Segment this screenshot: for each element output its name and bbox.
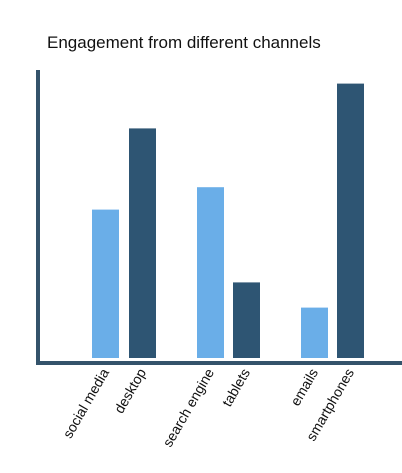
- axes-group: [36, 70, 402, 365]
- x-tick-label: emails: [287, 366, 321, 409]
- bar-social-media: [92, 209, 119, 358]
- bar-smartphones: [337, 83, 364, 358]
- bars-group: [92, 83, 364, 358]
- x-tick-label: search engine: [159, 365, 217, 449]
- chart-title: Engagement from different channels: [47, 33, 321, 52]
- bar-search-engine: [197, 187, 224, 358]
- x-tick-label: desktop: [111, 365, 149, 416]
- bar-emails: [301, 307, 328, 358]
- x-tick-label: social media: [59, 365, 112, 441]
- x-tick-label: tablets: [219, 366, 253, 410]
- bar-desktop: [129, 128, 156, 358]
- bar-tablets: [233, 282, 260, 358]
